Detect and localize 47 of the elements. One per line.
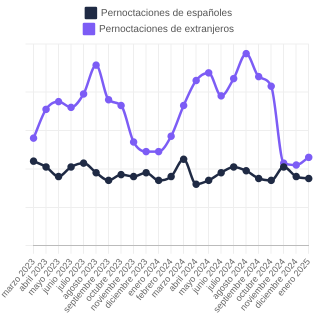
point (180, 156, 188, 164)
point (242, 50, 250, 58)
point (267, 176, 275, 184)
point (54, 172, 62, 180)
point (304, 154, 312, 162)
point (204, 69, 212, 77)
point (254, 174, 262, 182)
point (130, 172, 138, 180)
point (230, 163, 238, 171)
point (267, 82, 275, 90)
legend-label: Pernoctaciones de extranjeros (98, 24, 234, 35)
point (154, 148, 162, 156)
point (80, 90, 88, 98)
point (67, 163, 75, 171)
point (292, 172, 300, 180)
point (230, 74, 238, 82)
point (167, 172, 175, 180)
point (92, 168, 100, 176)
point (42, 106, 50, 114)
point (292, 161, 300, 169)
point (30, 134, 38, 142)
point (42, 163, 50, 171)
point (142, 148, 150, 156)
point (30, 157, 38, 165)
point (204, 176, 212, 184)
point (154, 176, 162, 184)
point (192, 180, 200, 188)
point (192, 76, 200, 84)
point (142, 168, 150, 176)
point (280, 163, 288, 171)
point (92, 61, 100, 69)
point (54, 98, 62, 106)
point (217, 168, 225, 176)
point (80, 159, 88, 167)
point (167, 132, 175, 140)
point (130, 138, 138, 146)
point (304, 174, 312, 182)
point (117, 102, 125, 110)
point (104, 96, 112, 104)
point (254, 72, 262, 80)
legend-label: Pernoctaciones de españoles (100, 8, 232, 19)
point (67, 104, 75, 112)
point (117, 170, 125, 178)
point (217, 92, 225, 100)
point (104, 176, 112, 184)
point (242, 167, 250, 175)
point (180, 102, 188, 110)
